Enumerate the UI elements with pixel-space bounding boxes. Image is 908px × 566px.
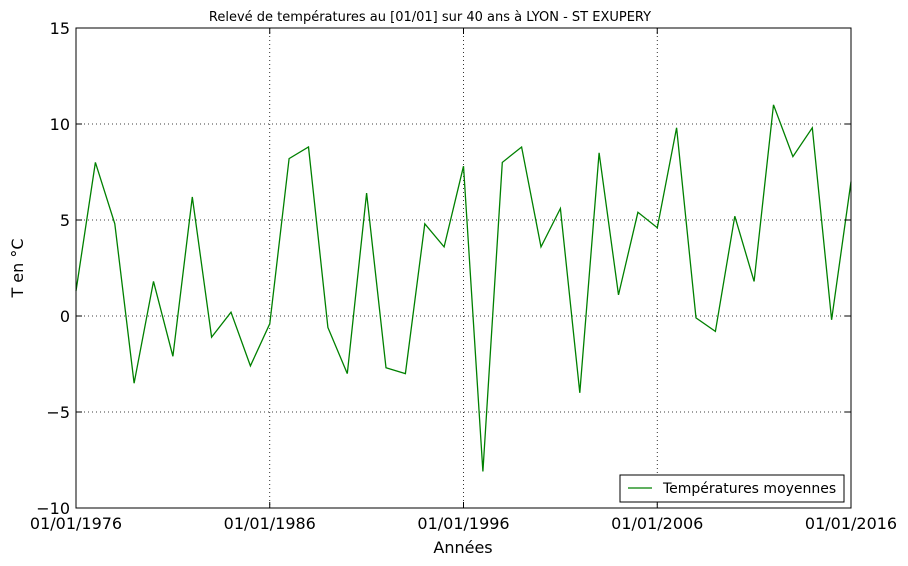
- legend-box: [619, 474, 845, 503]
- series-line-temperatures: [75, 104, 852, 472]
- y-axis-label: T en °C: [8, 238, 27, 298]
- x-tick-labels: 01/01/1976 01/01/1986 01/01/1996 01/01/2006…: [30, 514, 897, 533]
- x-tick-label: 01/01/1996: [417, 514, 509, 533]
- y-tick-label: 5: [60, 211, 70, 230]
- x-tick-label: 01/01/1976: [30, 514, 122, 533]
- y-tick-label: 10: [50, 115, 70, 134]
- x-tick-label: 01/01/1986: [224, 514, 316, 533]
- legend: Températures moyennes: [619, 474, 845, 503]
- chart-title: Relevé de températures au [01/01] sur 40…: [209, 10, 651, 25]
- legend-label: Températures moyennes: [662, 481, 836, 497]
- y-tick-label: 0: [60, 307, 70, 326]
- y-tick-label: 15: [50, 19, 70, 38]
- y-tick-label: −5: [46, 403, 70, 422]
- y-tick-labels: −10 −5 0 5 10 15: [36, 19, 70, 518]
- x-axis-label: Années: [433, 538, 492, 557]
- y-tick-label: −10: [36, 499, 70, 518]
- x-tick-label: 01/01/2016: [805, 514, 897, 533]
- x-tick-label: 01/01/2006: [611, 514, 703, 533]
- grid-lines: [75, 27, 852, 509]
- axis-ticks: [75, 27, 852, 509]
